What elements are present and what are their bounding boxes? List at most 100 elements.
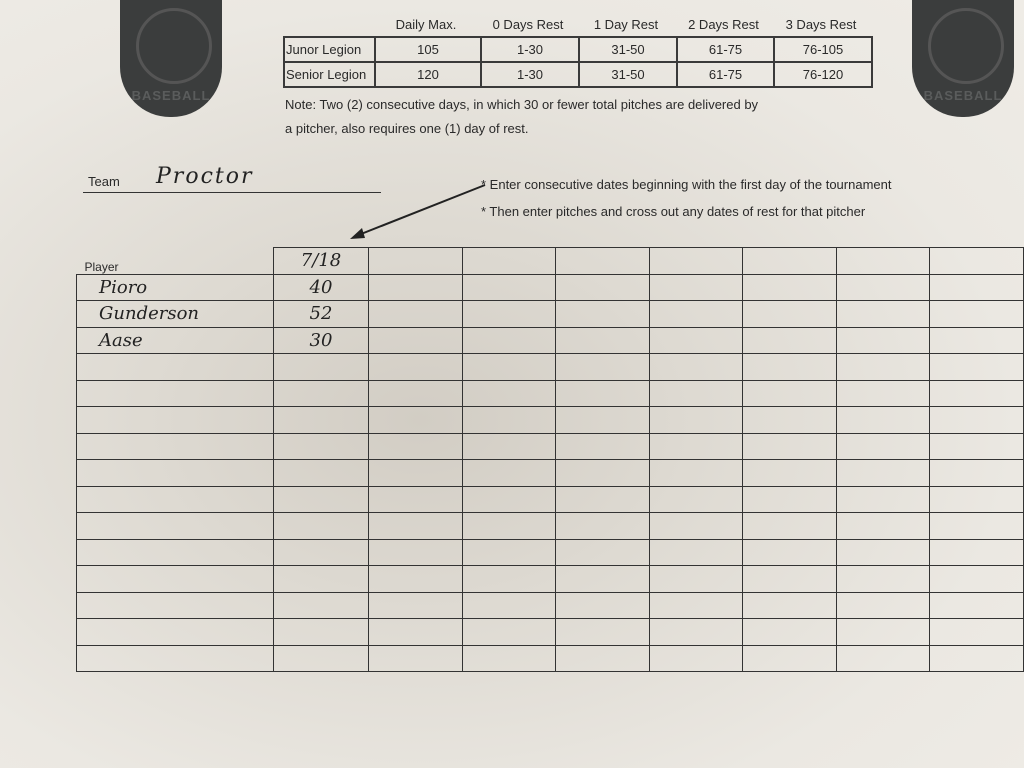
pitch-count-cell[interactable] (648, 618, 744, 646)
player-name-cell[interactable]: Aase (76, 326, 274, 354)
date-cell[interactable] (648, 247, 744, 275)
pitch-count-cell[interactable] (648, 326, 744, 354)
player-name-cell[interactable] (76, 565, 274, 593)
pitch-count-cell[interactable] (648, 406, 744, 434)
pitch-count-cell[interactable] (835, 379, 931, 407)
date-cell[interactable] (461, 247, 557, 275)
pitch-count-cell[interactable] (742, 406, 837, 434)
pitch-count-cell[interactable] (555, 432, 650, 460)
pitch-count-cell[interactable] (272, 459, 370, 487)
pitch-count-cell[interactable] (272, 591, 370, 619)
pitch-count-cell[interactable] (555, 591, 650, 619)
pitch-count-cell[interactable] (461, 644, 557, 672)
pitch-count-cell[interactable] (929, 618, 1024, 646)
pitch-count-cell[interactable] (835, 565, 931, 593)
pitch-count-cell[interactable] (835, 353, 931, 381)
pitch-count-cell[interactable] (368, 459, 463, 487)
player-name-cell[interactable] (76, 512, 274, 540)
pitch-count-cell[interactable] (272, 485, 370, 513)
player-name-cell[interactable] (76, 485, 274, 513)
pitch-count-cell[interactable] (742, 565, 837, 593)
pitch-count-cell[interactable] (272, 565, 370, 593)
pitch-count-cell[interactable]: 30 (272, 326, 370, 354)
pitch-count-cell[interactable] (929, 379, 1024, 407)
pitch-count-cell[interactable] (648, 459, 744, 487)
pitch-count-cell[interactable] (272, 353, 370, 381)
pitch-count-cell[interactable] (555, 512, 650, 540)
pitch-count-cell[interactable] (648, 485, 744, 513)
pitch-count-cell[interactable] (368, 485, 463, 513)
pitch-count-cell[interactable] (555, 644, 650, 672)
pitch-count-cell[interactable] (648, 273, 744, 301)
pitch-count-cell[interactable] (835, 644, 931, 672)
pitch-count-cell[interactable] (929, 485, 1024, 513)
pitch-count-cell[interactable] (461, 591, 557, 619)
pitch-count-cell[interactable] (461, 512, 557, 540)
pitch-count-cell[interactable] (272, 406, 370, 434)
pitch-count-cell[interactable] (835, 273, 931, 301)
player-name-cell[interactable] (76, 459, 274, 487)
pitch-count-cell[interactable] (555, 300, 650, 328)
pitch-count-cell[interactable] (742, 459, 837, 487)
pitch-count-cell[interactable] (929, 459, 1024, 487)
pitch-count-cell[interactable] (461, 485, 557, 513)
pitch-count-cell[interactable] (368, 644, 463, 672)
pitch-count-cell[interactable] (742, 618, 837, 646)
pitch-count-cell[interactable] (742, 591, 837, 619)
pitch-count-cell[interactable]: 52 (272, 300, 370, 328)
pitch-count-cell[interactable] (272, 618, 370, 646)
pitch-count-cell[interactable] (648, 353, 744, 381)
pitch-count-cell[interactable] (648, 565, 744, 593)
pitch-count-cell[interactable] (368, 512, 463, 540)
player-name-cell[interactable]: Pioro (76, 273, 274, 301)
pitch-count-cell[interactable] (929, 538, 1024, 566)
pitch-count-cell[interactable] (461, 326, 557, 354)
pitch-count-cell[interactable] (555, 618, 650, 646)
pitch-count-cell[interactable] (461, 459, 557, 487)
pitch-count-cell[interactable] (929, 565, 1024, 593)
pitch-count-cell[interactable] (555, 379, 650, 407)
date-cell[interactable] (835, 247, 931, 275)
pitch-count-cell[interactable] (368, 379, 463, 407)
pitch-count-cell[interactable] (835, 326, 931, 354)
pitch-count-cell[interactable] (742, 432, 837, 460)
pitch-count-cell[interactable] (648, 644, 744, 672)
pitch-count-cell[interactable] (461, 432, 557, 460)
date-cell[interactable]: 7/18 (272, 247, 370, 275)
pitch-count-cell[interactable] (742, 326, 837, 354)
pitch-count-cell[interactable] (929, 512, 1024, 540)
pitch-count-cell[interactable] (461, 618, 557, 646)
player-name-cell[interactable] (76, 644, 274, 672)
player-name-cell[interactable] (76, 406, 274, 434)
pitch-count-cell[interactable] (461, 538, 557, 566)
date-cell[interactable] (742, 247, 837, 275)
date-cell[interactable] (555, 247, 650, 275)
pitch-count-cell[interactable] (368, 432, 463, 460)
pitch-count-cell[interactable] (555, 406, 650, 434)
player-name-cell[interactable] (76, 538, 274, 566)
pitch-count-cell[interactable] (461, 353, 557, 381)
pitch-count-cell[interactable] (929, 300, 1024, 328)
player-name-cell[interactable] (76, 618, 274, 646)
pitch-count-cell[interactable] (929, 353, 1024, 381)
pitch-count-cell[interactable] (835, 432, 931, 460)
pitch-count-cell[interactable] (272, 644, 370, 672)
pitch-count-cell[interactable] (648, 379, 744, 407)
pitch-count-cell[interactable] (368, 300, 463, 328)
player-name-cell[interactable] (76, 353, 274, 381)
pitch-count-cell[interactable] (368, 538, 463, 566)
pitch-count-cell[interactable] (555, 485, 650, 513)
pitch-count-cell[interactable] (555, 353, 650, 381)
pitch-count-cell[interactable] (272, 379, 370, 407)
pitch-count-cell[interactable] (742, 353, 837, 381)
pitch-count-cell[interactable] (742, 485, 837, 513)
pitch-count-cell[interactable] (835, 538, 931, 566)
pitch-count-cell[interactable] (835, 459, 931, 487)
player-name-cell[interactable]: Gunderson (76, 300, 274, 328)
pitch-count-cell[interactable] (929, 432, 1024, 460)
player-name-cell[interactable] (76, 379, 274, 407)
pitch-count-cell[interactable] (742, 300, 837, 328)
date-cell[interactable] (929, 247, 1024, 275)
pitch-count-cell[interactable] (929, 406, 1024, 434)
pitch-count-cell[interactable] (929, 644, 1024, 672)
